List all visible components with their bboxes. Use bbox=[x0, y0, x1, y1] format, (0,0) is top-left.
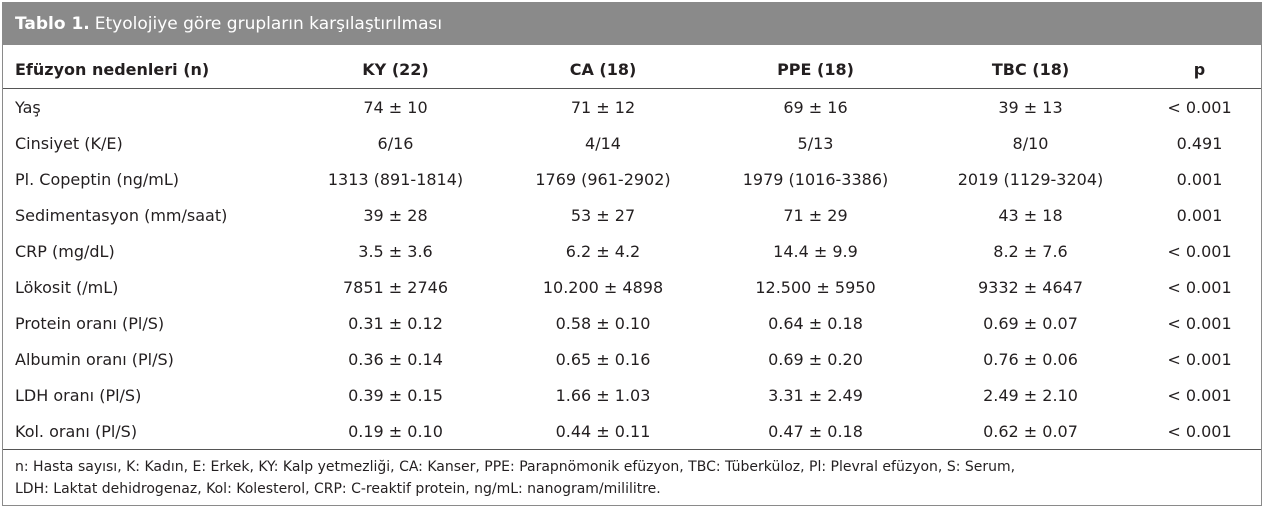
cell: 7851 ± 2746 bbox=[342, 277, 448, 297]
cell: < 0.001 bbox=[1167, 349, 1232, 369]
row-label: LDH oranı (Pl/S) bbox=[15, 385, 142, 405]
footnote: n: Hasta sayısı, K: Kadın, E: Erkek, KY:… bbox=[3, 450, 1261, 500]
table-row: Yaş 74 ± 10 71 ± 12 69 ± 16 39 ± 13 < 0.001 bbox=[3, 89, 1261, 126]
cell: 0.001 bbox=[1176, 205, 1223, 225]
cell: 4/14 bbox=[585, 133, 621, 153]
cell: < 0.001 bbox=[1138, 413, 1261, 450]
cell: 0.58 ± 0.10 bbox=[555, 313, 651, 333]
column-header: PPE (18) bbox=[708, 50, 923, 89]
table-body: Yaş 74 ± 10 71 ± 12 69 ± 16 39 ± 13 < 0.001 Ci… bbox=[3, 89, 1261, 450]
table-title: Etyolojiye göre grupların karşılaştırılm… bbox=[94, 14, 443, 34]
cell: 0.19 ± 0.10 bbox=[293, 413, 498, 450]
table: Efüzyon nedenleri (n) KY (22) CA (18) PPE (… bbox=[3, 50, 1261, 450]
cell: 71 ± 12 bbox=[570, 97, 636, 117]
row-label: CRP (mg/dL) bbox=[15, 241, 115, 261]
cell: 0.47 ± 0.18 bbox=[708, 413, 923, 450]
table-row: Protein oranı (Pl/S) 0.31 ± 0.12 0.58 ± 0.… bbox=[3, 305, 1261, 341]
cell: 69 ± 16 bbox=[783, 97, 848, 117]
cell: 0.65 ± 0.16 bbox=[555, 349, 651, 369]
footnote-line: LDH: Laktat dehidrogenaz, Kol: Kolestero… bbox=[15, 481, 661, 497]
cell: 2.49 ± 2.10 bbox=[983, 385, 1078, 405]
cell: < 0.001 bbox=[1167, 385, 1232, 405]
cell: 39 ± 28 bbox=[363, 205, 428, 225]
cell: 1313 (891-1814) bbox=[327, 169, 464, 189]
cell: 14.4 ± 9.9 bbox=[773, 241, 858, 261]
cell: 0.001 bbox=[1176, 169, 1223, 189]
cell: 3.5 ± 3.6 bbox=[358, 241, 433, 261]
cell: 0.76 ± 0.06 bbox=[983, 349, 1078, 369]
table-row: Kol. oranı (Pl/S) 0.19 ± 0.10 0.44 ± 0.11 0… bbox=[3, 413, 1261, 450]
cell: < 0.001 bbox=[1167, 97, 1232, 117]
cell: 10.200 ± 4898 bbox=[542, 277, 664, 297]
cell: 6/16 bbox=[377, 133, 414, 153]
cell: 0.64 ± 0.18 bbox=[768, 313, 863, 333]
row-label: Protein oranı (Pl/S) bbox=[15, 313, 165, 333]
column-header: TBC (18) bbox=[923, 50, 1138, 89]
table-row: Sedimentasyon (mm/saat) 39 ± 28 53 ± 27 71 … bbox=[3, 197, 1261, 233]
cell: 0.491 bbox=[1176, 133, 1223, 153]
cell: < 0.001 bbox=[1167, 313, 1232, 333]
cell: 0.39 ± 0.15 bbox=[348, 385, 443, 405]
cell: 43 ± 18 bbox=[998, 205, 1063, 225]
table-row: Pl. Copeptin (ng/mL) 1313 (891-1814) 1769 … bbox=[3, 161, 1261, 197]
row-label: Albumin oranı (Pl/S) bbox=[15, 349, 174, 369]
cell: < 0.001 bbox=[1167, 241, 1232, 261]
row-label: Yaş bbox=[15, 97, 41, 117]
table-row: Lökosit (/mL) 7851 ± 2746 10.200 ± 4898 12.… bbox=[3, 269, 1261, 305]
cell: 1979 (1016-3386) bbox=[742, 169, 889, 189]
cell: 39 ± 13 bbox=[998, 97, 1063, 117]
footnote-line: n: Hasta sayısı, K: Kadın, E: Erkek, KY:… bbox=[15, 459, 1016, 475]
cell: 0.69 ± 0.07 bbox=[983, 313, 1078, 333]
title-bar: Tablo 1. Etyolojiye göre grupların karşıl… bbox=[3, 3, 1261, 45]
table-label: Tablo 1. bbox=[15, 14, 90, 34]
header-row: Efüzyon nedenleri (n) KY (22) CA (18) PPE (… bbox=[3, 50, 1261, 89]
row-label: Sedimentasyon (mm/saat) bbox=[15, 205, 228, 225]
row-label: Kol. oranı (Pl/S) bbox=[3, 413, 293, 450]
cell: 0.31 ± 0.12 bbox=[348, 313, 443, 333]
cell: 9332 ± 4647 bbox=[977, 277, 1083, 297]
cell: 5/13 bbox=[797, 133, 834, 153]
column-header: CA (18) bbox=[498, 50, 708, 89]
cell: 8.2 ± 7.6 bbox=[993, 241, 1068, 261]
cell: < 0.001 bbox=[1167, 277, 1232, 297]
row-label: Lökosit (/mL) bbox=[15, 277, 119, 297]
cell: 71 ± 29 bbox=[783, 205, 848, 225]
cell: 74 ± 10 bbox=[363, 97, 428, 117]
table-row: Albumin oranı (Pl/S) 0.36 ± 0.14 0.65 ± 0.… bbox=[3, 341, 1261, 377]
column-header: KY (22) bbox=[293, 50, 498, 89]
table-row: CRP (mg/dL) 3.5 ± 3.6 6.2 ± 4.2 14.4 ± 9.9 8… bbox=[3, 233, 1261, 269]
column-header: p bbox=[1138, 50, 1261, 89]
cell: 0.44 ± 0.11 bbox=[498, 413, 708, 450]
cell: 53 ± 27 bbox=[570, 205, 636, 225]
column-header: Efüzyon nedenleri (n) bbox=[3, 50, 293, 89]
cell: 3.31 ± 2.49 bbox=[768, 385, 863, 405]
cell: 0.62 ± 0.07 bbox=[923, 413, 1138, 450]
cell: 0.69 ± 0.20 bbox=[768, 349, 863, 369]
table-row: LDH oranı (Pl/S) 0.39 ± 0.15 1.66 ± 1.03 3.… bbox=[3, 377, 1261, 413]
cell: 1.66 ± 1.03 bbox=[555, 385, 651, 405]
cell: 1769 (961-2902) bbox=[535, 169, 671, 189]
cell: 2019 (1129-3204) bbox=[957, 169, 1104, 189]
cell: 12.500 ± 5950 bbox=[755, 277, 876, 297]
cell: 6.2 ± 4.2 bbox=[565, 241, 641, 261]
cell: 8/10 bbox=[1012, 133, 1049, 153]
row-label: Cinsiyet (K/E) bbox=[15, 133, 123, 153]
cell: 0.36 ± 0.14 bbox=[348, 349, 443, 369]
table-row: Cinsiyet (K/E) 6/16 4/14 5/13 8/10 0.491 bbox=[3, 125, 1261, 161]
row-label: Pl. Copeptin (ng/mL) bbox=[15, 169, 179, 189]
